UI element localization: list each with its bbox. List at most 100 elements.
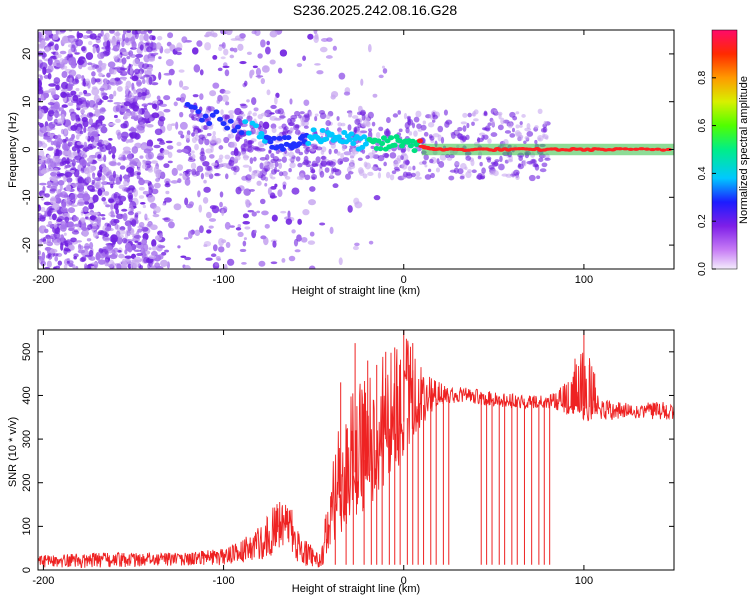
noise-blob [253,107,259,112]
noise-blob [47,146,54,151]
y-tick-label: 300 [21,430,33,448]
noise-blob [114,118,121,124]
noise-blob [340,152,344,160]
noise-blob [278,171,284,177]
noise-blob [47,210,52,217]
noise-blob [449,169,457,173]
noise-blob [443,109,448,116]
noise-blob [110,210,115,216]
noise-blob [381,65,386,69]
noise-blob [60,91,67,98]
noise-blob [296,234,302,242]
spectrogram-y-label: Frequency (Hz) [7,112,19,188]
noise-blob [39,122,44,128]
noise-blob [407,118,414,126]
noise-blob [534,125,539,129]
noise-blob [269,195,278,199]
noise-blob [64,192,68,196]
noise-blob [457,127,463,132]
noise-blob [117,162,121,166]
noise-blob [320,156,327,160]
noise-blob [464,166,468,171]
noise-blob [70,204,78,208]
noise-blob [215,255,221,261]
ridge-point [335,134,342,140]
noise-blob [94,177,102,182]
noise-blob [38,156,46,160]
noise-blob [109,180,114,184]
noise-blob [75,74,82,80]
noise-blob [499,155,503,163]
noise-blob [212,131,216,136]
noise-blob [142,204,147,209]
noise-blob [460,136,468,141]
noise-blob [155,171,161,179]
noise-blob [74,155,82,161]
ridge-point [361,134,368,140]
noise-blob [319,112,327,120]
noise-blob [180,255,187,258]
noise-blob [242,155,250,159]
noise-blob [325,120,332,127]
noise-blob [206,165,213,171]
noise-blob [288,167,292,173]
noise-blob [238,118,243,126]
noise-blob [301,161,309,166]
noise-blob [297,218,302,225]
noise-blob [479,175,485,180]
noise-blob [136,79,142,87]
noise-blob [229,225,235,228]
noise-blob [89,241,94,250]
noise-blob [46,224,53,228]
noise-blob [173,203,182,211]
noise-blob [82,146,90,152]
noise-blob [59,30,66,33]
noise-blob [354,118,361,125]
noise-blob [116,54,122,58]
noise-blob [115,104,122,113]
noise-blob [165,190,170,195]
noise-blob [423,131,429,137]
noise-blob [243,80,248,87]
ridge-point [391,142,398,148]
noise-blob [87,66,93,71]
noise-blob [269,59,276,65]
noise-blob [126,187,134,194]
noise-blob [69,77,73,84]
noise-blob [225,101,230,106]
noise-blob [257,53,263,59]
noise-blob [274,96,278,105]
ridge-point [305,141,312,147]
snr-y-label: SNR (10 * v/v) [7,417,19,487]
noise-blob [38,109,45,118]
noise-blob [141,250,147,259]
ridge-point [409,138,416,144]
noise-blob [126,30,132,33]
noise-blob [75,240,82,243]
noise-blob [225,173,229,180]
noise-blob [75,114,80,123]
noise-blob [266,40,270,46]
noise-blob [329,226,334,235]
noise-blob [283,172,288,178]
noise-blob [146,46,153,53]
noise-blob [101,163,106,168]
noise-blob [56,234,61,243]
noise-blob [386,117,391,124]
noise-blob [243,188,251,196]
noise-blob [91,63,97,69]
noise-blob [234,35,241,41]
noise-blob [524,127,532,132]
noise-blob [157,245,166,249]
noise-blob [47,72,52,80]
noise-blob [420,124,427,131]
noise-blob [95,102,99,108]
noise-blob [528,174,536,182]
noise-blob [103,237,112,241]
noise-blob [111,153,116,159]
noise-blob [139,34,145,42]
ridge-point [319,128,326,134]
noise-blob [263,161,269,167]
noise-blob [100,123,107,127]
noise-blob [507,159,514,163]
